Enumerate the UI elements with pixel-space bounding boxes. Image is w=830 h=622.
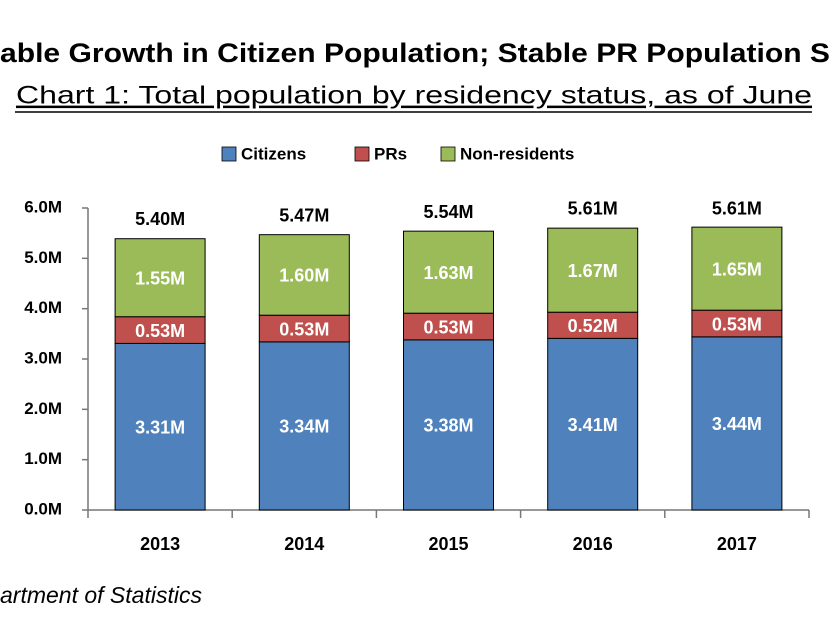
value-label: 1.65M (712, 259, 762, 279)
bar-segment (258, 341, 350, 511)
x-tick-label: 2017 (717, 534, 757, 554)
value-label: 3.31M (135, 417, 185, 437)
value-label: 1.55M (135, 268, 185, 288)
value-label: 1.67M (568, 261, 618, 281)
source-note: artment of Statistics (0, 582, 202, 608)
value-label: 3.41M (568, 415, 618, 435)
total-label: 5.40M (135, 209, 185, 229)
bar-segment (403, 230, 494, 314)
total-label: 5.54M (423, 202, 473, 222)
bar-segment (114, 342, 206, 511)
value-label: 0.52M (568, 316, 618, 336)
value-label: 1.63M (423, 263, 473, 283)
bar-segment (258, 234, 350, 316)
bar-segment (547, 337, 639, 511)
bar-segment (403, 339, 494, 511)
x-tick-label: 2014 (284, 534, 324, 554)
chart-subtitle: Chart 1: Total population by residency s… (16, 82, 812, 110)
y-tick-label: 1.0M (24, 449, 62, 468)
y-tick-label: 5.0M (24, 248, 62, 267)
bar-segment (691, 226, 783, 311)
legend-swatch (440, 146, 456, 162)
bar-segment (403, 312, 494, 341)
value-label: 0.53M (712, 314, 762, 334)
x-tick-label: 2016 (573, 534, 613, 554)
x-tick-label: 2013 (140, 534, 180, 554)
value-label: 0.53M (423, 317, 473, 337)
bar-segment (114, 316, 206, 344)
legend-label: Citizens (241, 144, 306, 163)
legend-label: PRs (374, 144, 407, 163)
bar-segment (691, 309, 783, 338)
y-tick-label: 3.0M (24, 348, 62, 367)
y-tick-label: 4.0M (24, 298, 62, 317)
chart-title: able Growth in Citizen Population; Stabl… (0, 38, 830, 68)
total-label: 5.47M (279, 205, 329, 225)
bar-segment (258, 314, 350, 343)
value-label: 3.44M (712, 414, 762, 434)
value-label: 1.60M (279, 266, 329, 286)
bar-segment (114, 238, 206, 318)
y-tick-label: 6.0M (24, 197, 62, 216)
total-label: 5.61M (568, 198, 618, 218)
legend-swatch (354, 146, 370, 162)
x-tick-label: 2015 (428, 534, 468, 554)
y-tick-label: 2.0M (24, 399, 62, 418)
value-label: 3.38M (423, 416, 473, 436)
bar-segment (547, 227, 639, 313)
legend-swatch (221, 146, 237, 162)
legend-label: Non-residents (460, 144, 574, 163)
y-tick-label: 0.0M (24, 499, 62, 518)
value-label: 0.53M (279, 319, 329, 339)
bar-segment (691, 336, 783, 511)
value-label: 3.34M (279, 417, 329, 437)
total-label: 5.61M (712, 198, 762, 218)
value-label: 0.53M (135, 321, 185, 341)
